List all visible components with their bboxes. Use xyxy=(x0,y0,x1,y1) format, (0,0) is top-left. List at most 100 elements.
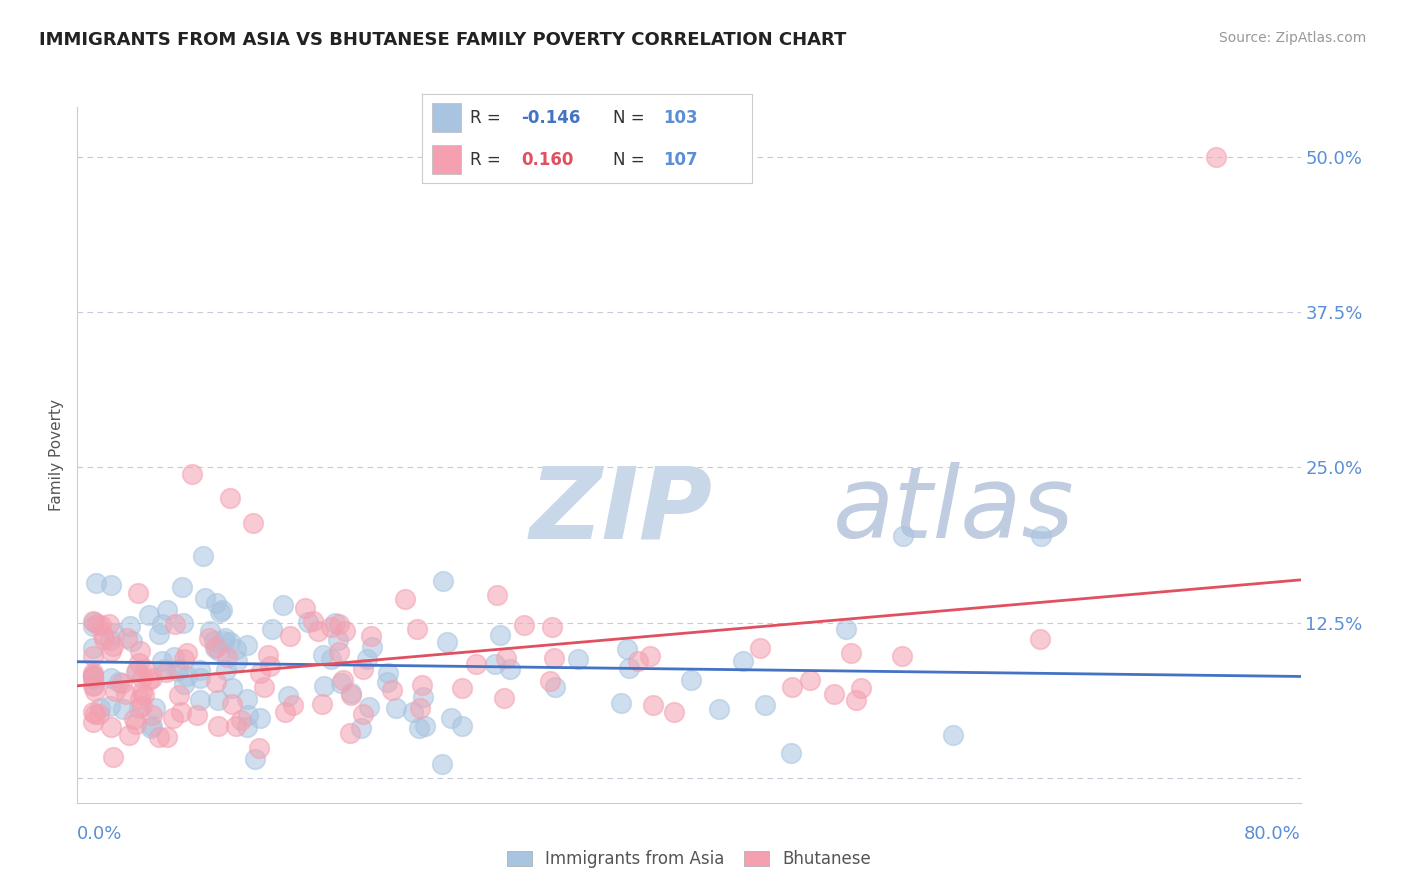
Point xyxy=(274,705,297,719)
Text: N =: N = xyxy=(613,109,651,127)
Point xyxy=(278,630,301,644)
Point xyxy=(82,614,104,628)
Y-axis label: Family Poverty: Family Poverty xyxy=(49,399,65,511)
Point xyxy=(138,607,160,622)
Point xyxy=(229,713,252,727)
Point xyxy=(124,665,146,680)
Point xyxy=(188,692,211,706)
Point xyxy=(198,624,221,639)
Point xyxy=(381,683,404,698)
Point xyxy=(128,644,150,658)
Point xyxy=(326,633,349,648)
Point xyxy=(799,673,821,687)
Point xyxy=(408,722,430,736)
Point xyxy=(82,665,104,680)
Point xyxy=(141,719,163,733)
Point xyxy=(221,681,243,695)
Point xyxy=(141,722,163,736)
Point xyxy=(170,580,193,594)
Point xyxy=(134,688,156,702)
Point xyxy=(1029,529,1052,543)
Point xyxy=(541,620,564,634)
Point xyxy=(411,678,433,692)
Point xyxy=(111,675,134,690)
Point xyxy=(141,671,163,685)
Point xyxy=(150,616,173,631)
Point xyxy=(188,663,211,677)
Text: IMMIGRANTS FROM ASIA VS BHUTANESE FAMILY POVERTY CORRELATION CHART: IMMIGRANTS FROM ASIA VS BHUTANESE FAMILY… xyxy=(39,31,846,49)
Point xyxy=(212,633,235,648)
Text: 103: 103 xyxy=(664,109,697,127)
Point xyxy=(259,659,281,673)
Point xyxy=(207,693,229,707)
Point xyxy=(328,645,350,659)
Point xyxy=(108,675,131,690)
Text: 107: 107 xyxy=(664,151,697,169)
Point xyxy=(115,632,138,646)
Point xyxy=(82,668,104,682)
Point xyxy=(450,681,472,696)
Point xyxy=(118,618,141,632)
Point xyxy=(360,629,382,643)
Point xyxy=(176,668,198,682)
Point xyxy=(141,708,163,723)
Point xyxy=(616,642,638,657)
Point xyxy=(512,618,534,632)
Point xyxy=(339,726,361,740)
Text: 0.160: 0.160 xyxy=(520,151,574,169)
Point xyxy=(627,654,650,668)
Point xyxy=(170,705,193,719)
Point xyxy=(609,696,631,710)
Point xyxy=(128,700,150,714)
Point xyxy=(328,617,350,632)
Point xyxy=(754,698,776,712)
Point xyxy=(82,715,104,730)
Point xyxy=(236,638,259,652)
Point xyxy=(173,651,195,665)
Point xyxy=(617,661,640,675)
Point xyxy=(361,640,384,654)
Point xyxy=(167,662,190,676)
Point xyxy=(488,628,510,642)
Text: 80.0%: 80.0% xyxy=(1244,825,1301,843)
Point xyxy=(198,632,221,646)
Point xyxy=(150,654,173,668)
Point xyxy=(131,671,153,685)
Point xyxy=(262,622,284,636)
Point xyxy=(681,673,703,687)
Point xyxy=(98,632,121,647)
Point xyxy=(1205,150,1227,164)
Text: R =: R = xyxy=(470,151,510,169)
Point xyxy=(89,701,111,715)
Point xyxy=(90,618,112,632)
Point xyxy=(432,574,454,588)
Point xyxy=(664,705,686,719)
Point xyxy=(156,730,179,744)
Point xyxy=(167,688,190,702)
FancyBboxPatch shape xyxy=(432,103,461,132)
Point xyxy=(484,657,506,672)
Point xyxy=(134,661,156,675)
Point xyxy=(640,648,662,663)
Point xyxy=(205,675,228,690)
Point xyxy=(321,619,343,633)
Point xyxy=(835,623,858,637)
Point xyxy=(100,578,122,592)
Point xyxy=(307,624,329,639)
Point xyxy=(128,656,150,670)
Point xyxy=(127,663,149,677)
Text: -0.146: -0.146 xyxy=(520,109,581,127)
Point xyxy=(98,699,121,714)
Point xyxy=(84,576,107,591)
Point xyxy=(143,701,166,715)
Point xyxy=(173,677,195,691)
Point xyxy=(83,683,105,698)
Point xyxy=(409,701,432,715)
Point xyxy=(243,751,266,765)
Point xyxy=(339,686,361,700)
Point xyxy=(219,634,242,648)
Point xyxy=(204,640,226,655)
Point xyxy=(225,641,247,656)
Point xyxy=(247,741,270,756)
Point xyxy=(202,634,225,648)
